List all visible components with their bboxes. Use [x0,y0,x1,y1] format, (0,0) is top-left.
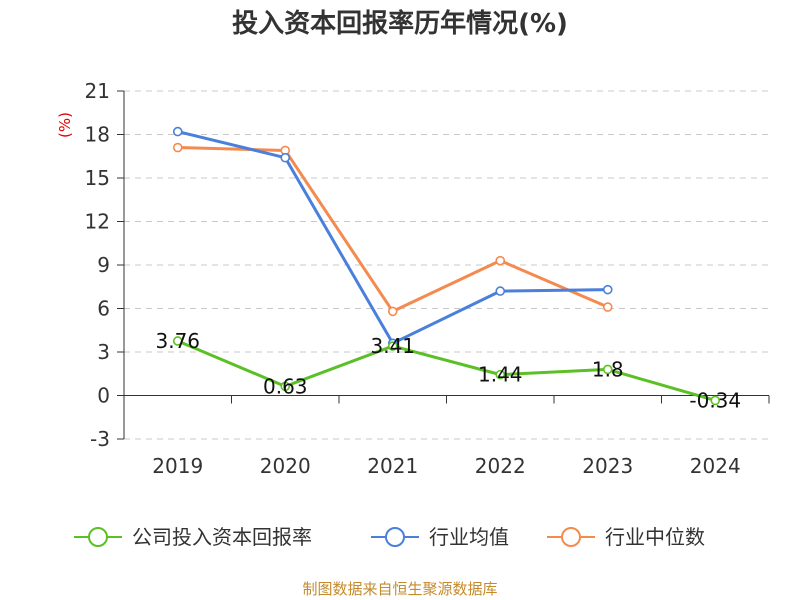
legend-item[interactable]: 行业均值 [371,525,509,549]
data-point[interactable] [710,395,721,406]
data-point[interactable] [387,341,398,351]
legend-swatch-marker [561,527,581,547]
data-labels: 3.76 0.63 3.41 1.44 1.8 -0.34 [155,329,741,412]
data-label: 3.41 [370,334,415,358]
data-point[interactable] [602,364,613,375]
data-label: -0.34 [689,388,741,412]
y-tick-label: 9 [97,253,110,277]
data-point[interactable] [172,142,183,153]
x-tick-label: 2020 [260,454,311,478]
y-tick-label: 15 [85,166,110,190]
data-point[interactable] [280,152,291,163]
y-tick-label: -3 [90,427,110,451]
y-tick-label: 21 [85,79,110,103]
y-tick-label: 12 [85,210,110,234]
x-tick-label: 2024 [690,454,741,478]
x-tick-label: 2019 [152,454,203,478]
y-tick-label: 6 [97,297,110,321]
axes: -3 0 3 6 9 12 15 18 21 2019 2020 2021 2022 2023 2024 [85,79,770,478]
y-tick-label: 3 [97,340,110,364]
y-tick-label: 0 [97,384,110,408]
data-label: 0.63 [263,374,308,398]
legend-label: 行业均值 [429,525,509,549]
series-group [172,126,721,406]
data-point[interactable] [172,336,183,346]
legend-item[interactable]: 行业中位数 [547,525,705,549]
legend-label: 行业中位数 [605,525,705,549]
series-line [177,146,609,313]
data-label: 1.8 [592,357,624,381]
data-label: 1.44 [478,363,523,387]
source-note: 制图数据来自恒生聚源数据库 [302,580,497,598]
data-point[interactable] [602,302,613,312]
x-tick-label: 2022 [475,454,526,478]
data-point[interactable] [602,284,613,295]
grid-lines [124,90,769,440]
chart-title: 投入资本回报率历年情况(%) [232,8,568,39]
legend-swatch-marker [385,527,405,547]
data-point[interactable] [280,381,291,392]
legend-swatch-marker [88,527,108,547]
y-tick-label: 18 [85,123,110,147]
data-point[interactable] [495,255,506,266]
legend-item[interactable]: 公司投入资本回报率 [74,525,312,549]
data-point[interactable] [387,306,398,317]
data-point[interactable] [495,286,506,296]
x-tick-label: 2023 [582,454,633,478]
data-point[interactable] [172,126,183,137]
data-point[interactable] [495,369,506,380]
legend-label: 公司投入资本回报率 [132,525,312,549]
legend[interactable]: 公司投入资本回报率 行业均值 行业中位数 [74,525,705,549]
y-axis-unit-label: (%) [56,112,74,138]
series-line [177,339,716,402]
x-tick-label: 2021 [367,454,418,478]
data-label: 3.76 [155,329,200,353]
